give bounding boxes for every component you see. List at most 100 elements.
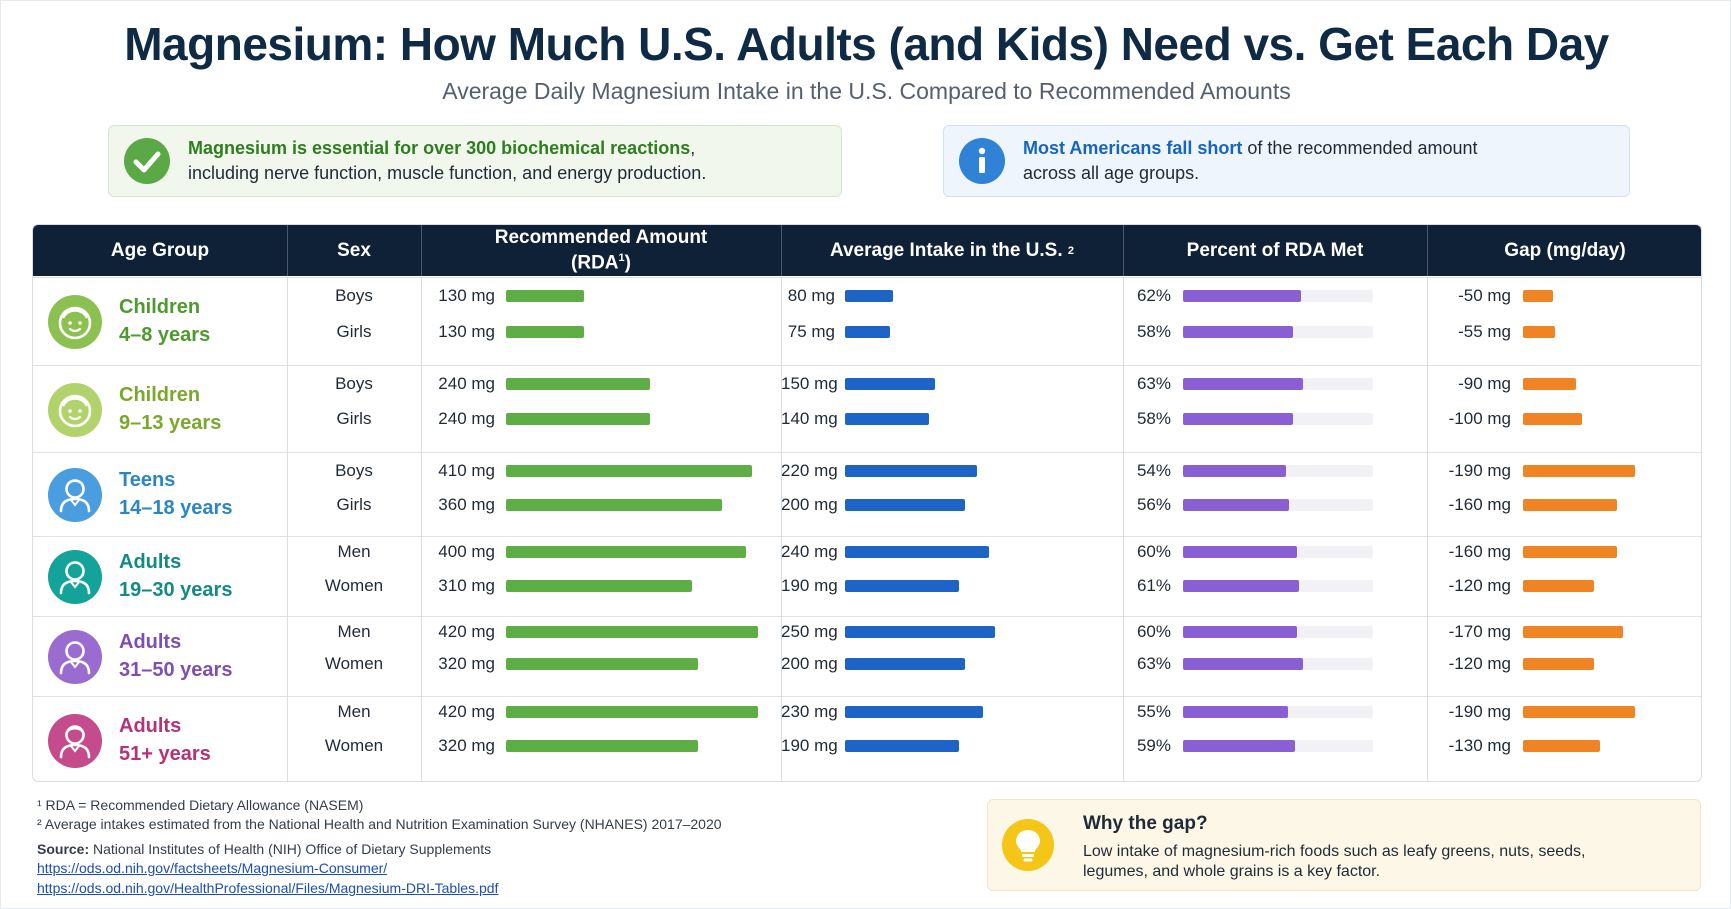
intake-value-label: 80 mg [787, 286, 835, 305]
column-divider [421, 225, 422, 781]
percent-value-label: 59% [1136, 736, 1171, 755]
gap-bar [1523, 290, 1553, 302]
gap-bar [1523, 326, 1555, 338]
rda-bar [506, 706, 758, 718]
gap-value-label: -50 mg [1458, 286, 1511, 305]
percent-value-label: 63% [1136, 654, 1171, 673]
older-adult-icon [47, 713, 103, 769]
footnote-nhanes: ² Average intakes estimated from the Nat… [37, 816, 722, 832]
callout-essential-line2: including nerve function, muscle functio… [188, 163, 707, 183]
callout-fall-short-rest: of the recommended amount [1242, 138, 1478, 158]
callout-essential-text: Magnesium is essential for over 300 bioc… [188, 136, 706, 186]
age-group-label: Teens 14–18 years [119, 466, 232, 522]
percent-bar [1183, 290, 1301, 302]
why-gap-title: Why the gap? [1083, 813, 1208, 834]
footnote-source: Source: National Institutes of Health (N… [37, 841, 491, 857]
header-rda-line2: (RDA1) [571, 248, 631, 273]
intake-value-label: 190 mg [781, 736, 838, 755]
table-header: Age Group Sex Recommended Amount (RDA1) … [33, 225, 1701, 276]
sex-label: Boys [335, 374, 373, 393]
intake-bar [845, 706, 983, 718]
rda-value-label: 240 mg [438, 374, 495, 393]
age-group-2: Children 9–13 years Boys 240 mg 150 mg 63% -90… [33, 365, 1701, 452]
age-group-ages: 9–13 years [119, 412, 222, 434]
rda-bar [506, 290, 584, 302]
header-divider [287, 225, 288, 276]
percent-value-label: 58% [1136, 322, 1171, 341]
column-divider [287, 225, 288, 781]
child-face-icon [47, 294, 103, 350]
source-link-dri-tables[interactable]: https://ods.od.nih.gov/HealthProfessiona… [37, 880, 499, 896]
page-subtitle: Average Daily Magnesium Intake in the U.… [442, 78, 1291, 104]
gap-bar [1523, 580, 1594, 592]
header-rda-abbr: (RDA [571, 252, 619, 274]
rda-bar [506, 626, 758, 638]
column-divider [1123, 225, 1124, 781]
age-group-label: Adults 51+ years [119, 712, 211, 768]
gap-bar [1523, 378, 1576, 390]
gap-value-label: -55 mg [1458, 322, 1511, 341]
intake-value-label: 190 mg [781, 576, 838, 595]
gap-value-label: -100 mg [1448, 409, 1511, 428]
header-intake: Average Intake in the U.S. 2 [781, 225, 1123, 276]
gap-bar [1523, 465, 1635, 477]
percent-value-label: 63% [1136, 374, 1171, 393]
why-gap-box: Why the gap? Low intake of magnesium-ric… [987, 799, 1701, 891]
gap-value-label: -160 mg [1448, 495, 1511, 514]
sex-label: Women [324, 654, 384, 673]
callout-essential-highlight: Magnesium is essential for over 300 bioc… [188, 138, 691, 158]
gap-bar [1523, 626, 1623, 638]
age-group-name: Children [119, 296, 201, 318]
rda-bar [506, 546, 746, 558]
age-group-ages: 51+ years [119, 743, 211, 765]
age-group-ages: 14–18 years [119, 497, 233, 519]
percent-bar [1183, 378, 1303, 390]
callout-essential-rest: , [690, 138, 696, 158]
callout-fall-short: Most Americans fall short of the recomme… [943, 125, 1630, 197]
sex-label: Girls [336, 322, 372, 341]
percent-value-label: 62% [1136, 286, 1171, 305]
gap-value-label: -130 mg [1448, 736, 1511, 755]
percent-value-label: 58% [1136, 409, 1171, 428]
age-group-name: Adults [119, 715, 182, 737]
intake-value-label: 220 mg [781, 461, 838, 480]
rda-value-label: 240 mg [438, 409, 495, 428]
source-link-consumer[interactable]: https://ods.od.nih.gov/factsheets/Magnes… [37, 860, 388, 876]
gap-value-label: -160 mg [1448, 542, 1511, 561]
info-circle-icon [959, 138, 1005, 184]
gap-bar [1523, 499, 1617, 511]
gap-value-label: -90 mg [1458, 374, 1511, 393]
sex-label: Men [337, 622, 371, 641]
gap-value-label: -170 mg [1448, 622, 1511, 641]
rda-bar [506, 740, 698, 752]
column-divider [781, 225, 782, 781]
intake-value-label: 200 mg [781, 495, 838, 514]
rda-value-label: 420 mg [438, 622, 495, 641]
age-group-label: Children 4–8 years [119, 293, 210, 349]
intake-bar [845, 740, 959, 752]
age-group-label: Adults 31–50 years [119, 628, 232, 684]
callout-fall-short-highlight: Most Americans fall short [1023, 138, 1243, 158]
adult-person-icon [47, 629, 103, 685]
intake-value-label: 230 mg [781, 702, 838, 721]
gap-value-label: -190 mg [1448, 461, 1511, 480]
percent-value-label: 60% [1136, 542, 1171, 561]
callout-fall-short-text: Most Americans fall short of the recomme… [1023, 136, 1478, 186]
rda-bar [506, 580, 692, 592]
header-rda: Recommended Amount (RDA1) [421, 225, 781, 276]
percent-bar [1183, 413, 1293, 425]
gap-bar [1523, 658, 1594, 670]
intake-value-label: 200 mg [781, 654, 838, 673]
intake-bar [845, 546, 989, 558]
sex-label: Boys [335, 461, 373, 480]
gap-bar [1523, 546, 1617, 558]
magnesium-table: Age Group Sex Recommended Amount (RDA1) … [32, 224, 1702, 782]
gap-bar [1523, 706, 1635, 718]
sex-label: Girls [336, 409, 372, 428]
header-age-group: Age Group [110, 239, 210, 261]
header-divider [1123, 225, 1124, 276]
header-percent: Percent of RDA Met [1186, 239, 1364, 261]
age-group-6: Adults 51+ years Men 420 mg 230 mg 55% -190 mg… [33, 696, 1701, 781]
age-group-ages: 31–50 years [119, 659, 233, 681]
rda-bar [506, 658, 698, 670]
